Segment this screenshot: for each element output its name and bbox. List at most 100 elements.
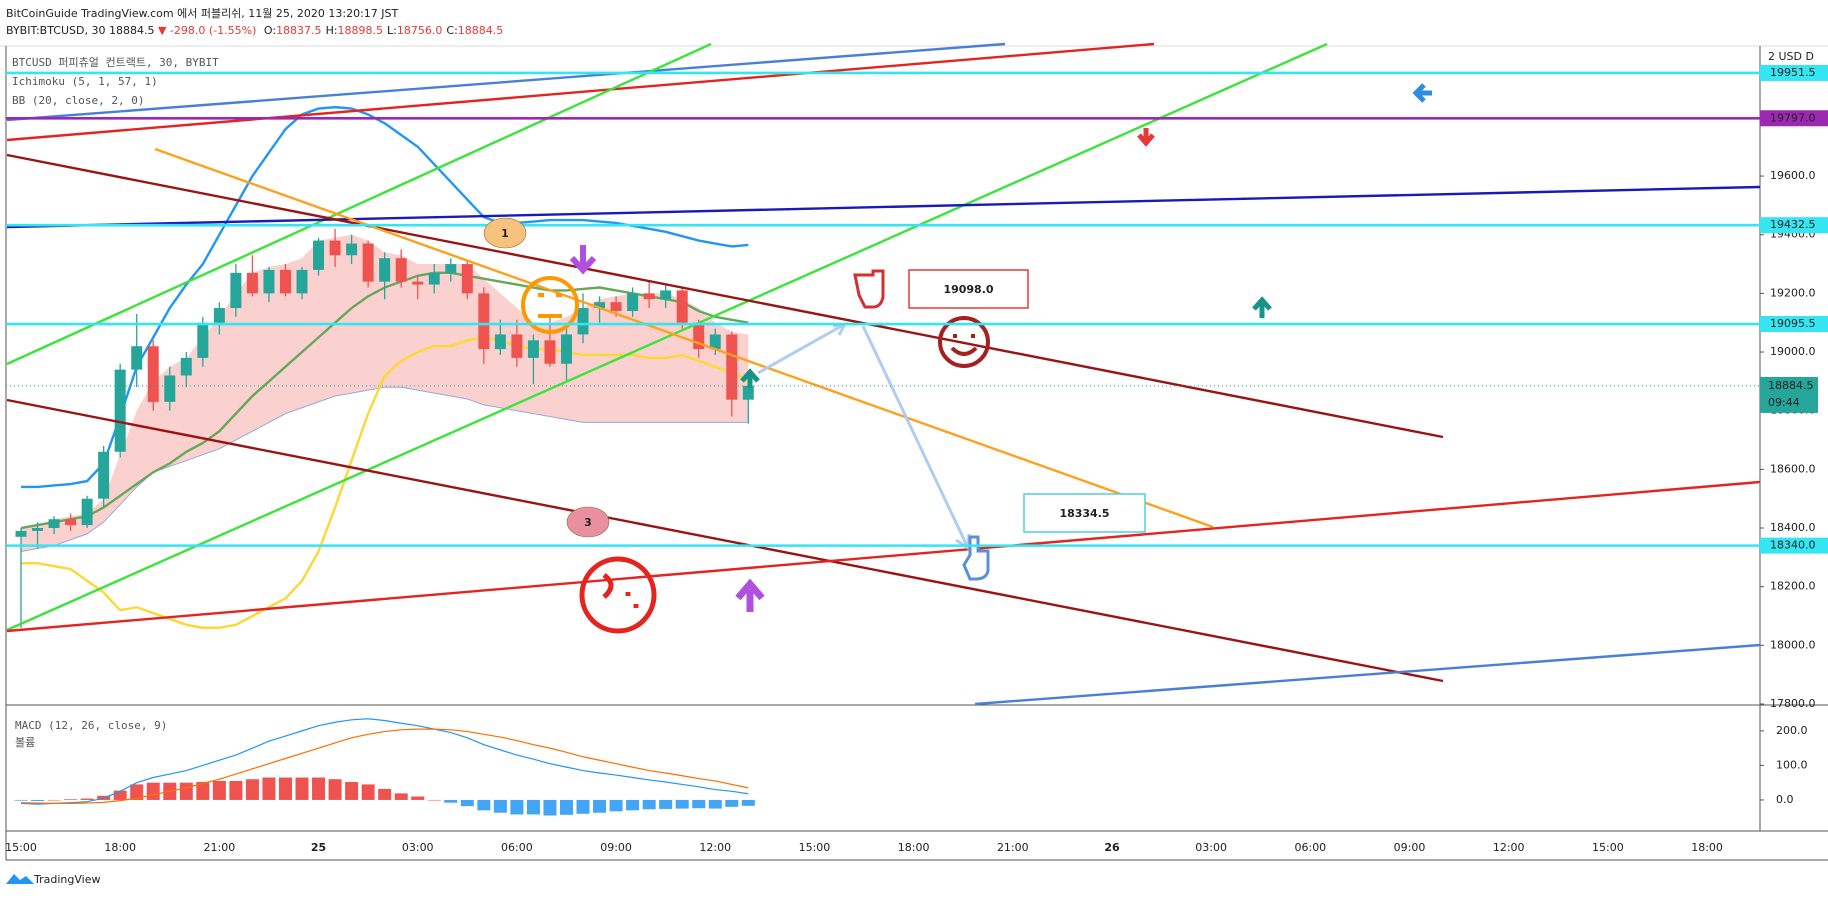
candle-body [594, 302, 606, 309]
candle-body [527, 340, 539, 358]
happy-face-features [950, 334, 978, 356]
footer: TradingView [6, 873, 100, 886]
candle-body [213, 308, 225, 323]
histogram-bar [609, 799, 623, 812]
x-tick-label: 15:00 [1592, 841, 1624, 854]
arrow-up [1252, 296, 1272, 318]
candle-body [660, 290, 672, 300]
histogram-bar [411, 796, 425, 800]
price-label: 19095.5 [1770, 317, 1816, 330]
trend-line [6, 42, 1155, 142]
histogram-bar [212, 780, 226, 800]
histogram-bar [179, 782, 193, 800]
symbol: BYBIT:BTCUSD, 30 [6, 24, 105, 37]
histogram-bar [394, 793, 408, 800]
histogram-bar [80, 798, 94, 800]
badge [483, 217, 527, 249]
x-tick-label: 18:00 [898, 841, 930, 854]
hand-icon [962, 535, 990, 581]
trend-line [6, 480, 1761, 633]
histogram-bar [229, 780, 243, 800]
ohlc-value: 18884.5 [458, 24, 504, 37]
badge-text: 1 [501, 227, 509, 240]
candle-body [643, 293, 655, 300]
candle-body [230, 272, 242, 309]
candle-body [32, 528, 44, 531]
candle-body [445, 264, 457, 273]
x-tick-label: 25 [311, 841, 326, 854]
header-quote: BYBIT:BTCUSD, 30 18884.5 ▼ -298.0 (-1.55… [6, 24, 503, 37]
y-tick-label: 100.0 [1776, 758, 1808, 771]
candle-body [114, 369, 126, 452]
callout-box [1023, 493, 1146, 533]
x-tick-label: 21:00 [204, 841, 236, 854]
arrow-up [735, 578, 765, 612]
histogram-bar [692, 799, 706, 809]
drawings [6, 42, 1761, 706]
candle-body [693, 322, 705, 350]
ohlc-label: O: [264, 24, 276, 37]
trend-line [154, 147, 1214, 529]
legend-text: BB (20, close, 2, 0) [12, 94, 144, 107]
candle-body [560, 334, 572, 364]
candle-body [98, 451, 110, 499]
last-price: 18884.5 [109, 24, 155, 37]
histogram-bar [626, 799, 640, 811]
happy-face [938, 316, 990, 368]
x-tick-label: 21:00 [997, 841, 1029, 854]
x-tick-label: 09:00 [600, 841, 632, 854]
neutral-face-features [538, 293, 562, 318]
histogram-bar [543, 799, 557, 816]
legend: BTCUSD 퍼피츄얼 컨트랙트, 30, BYBIT Ichimoku (5, … [12, 55, 219, 107]
histogram-bar [460, 799, 474, 807]
trend-line [6, 42, 1006, 122]
current-price-bg [1760, 376, 1818, 413]
trend-line [6, 42, 1328, 632]
price-label: 19432.5 [1770, 218, 1816, 231]
histogram-bar [576, 799, 590, 814]
trend-line [6, 185, 1761, 229]
histogram-bar [47, 799, 61, 801]
y-tick-label: 18600.0 [1770, 462, 1816, 475]
histogram-bar [493, 799, 507, 813]
neutral-face [521, 276, 579, 334]
callout-text: 19098.0 [943, 283, 993, 296]
y-tick-label: 200.0 [1776, 724, 1808, 737]
histogram-bar [510, 799, 524, 815]
trend-line [6, 153, 1444, 439]
histogram-bar [708, 799, 722, 809]
candle-body [81, 498, 93, 526]
candle-body [65, 519, 77, 526]
histogram-bar [593, 799, 607, 813]
x-tick-label: 06:00 [1294, 841, 1326, 854]
arrow-down [1137, 128, 1155, 147]
ohlc-value: 18837.5 [276, 24, 322, 37]
candle-body [263, 269, 275, 294]
legend-text: BTCUSD 퍼피츄얼 컨트랙트, 30, BYBIT [12, 55, 219, 69]
price-label-bg [1760, 217, 1828, 234]
candle-body [577, 308, 589, 335]
x-tick-label: 12:00 [1493, 841, 1525, 854]
y-tick-label: 19600.0 [1770, 169, 1816, 182]
histogram-bar [526, 799, 540, 815]
candle-body [329, 240, 341, 256]
sad-face [579, 556, 657, 634]
cloud-edge [20, 386, 749, 552]
histogram-bar [113, 790, 127, 800]
x-tick-label: 18:00 [104, 841, 136, 854]
histogram-bar [559, 799, 573, 815]
ohlc-label: C: [446, 24, 457, 37]
histogram-bar [642, 799, 656, 810]
histogram-bar [659, 799, 673, 809]
candle-body [461, 264, 473, 294]
badge-text: 3 [584, 516, 592, 529]
candle-body [709, 334, 721, 350]
y-tick-label: 17800.0 [1770, 697, 1816, 710]
ohlc-label: L: [387, 24, 397, 37]
candle-body [246, 272, 258, 294]
callout-text: 18334.5 [1059, 507, 1109, 520]
x-tick-label: 26 [1104, 841, 1120, 854]
candle-body [197, 322, 209, 358]
